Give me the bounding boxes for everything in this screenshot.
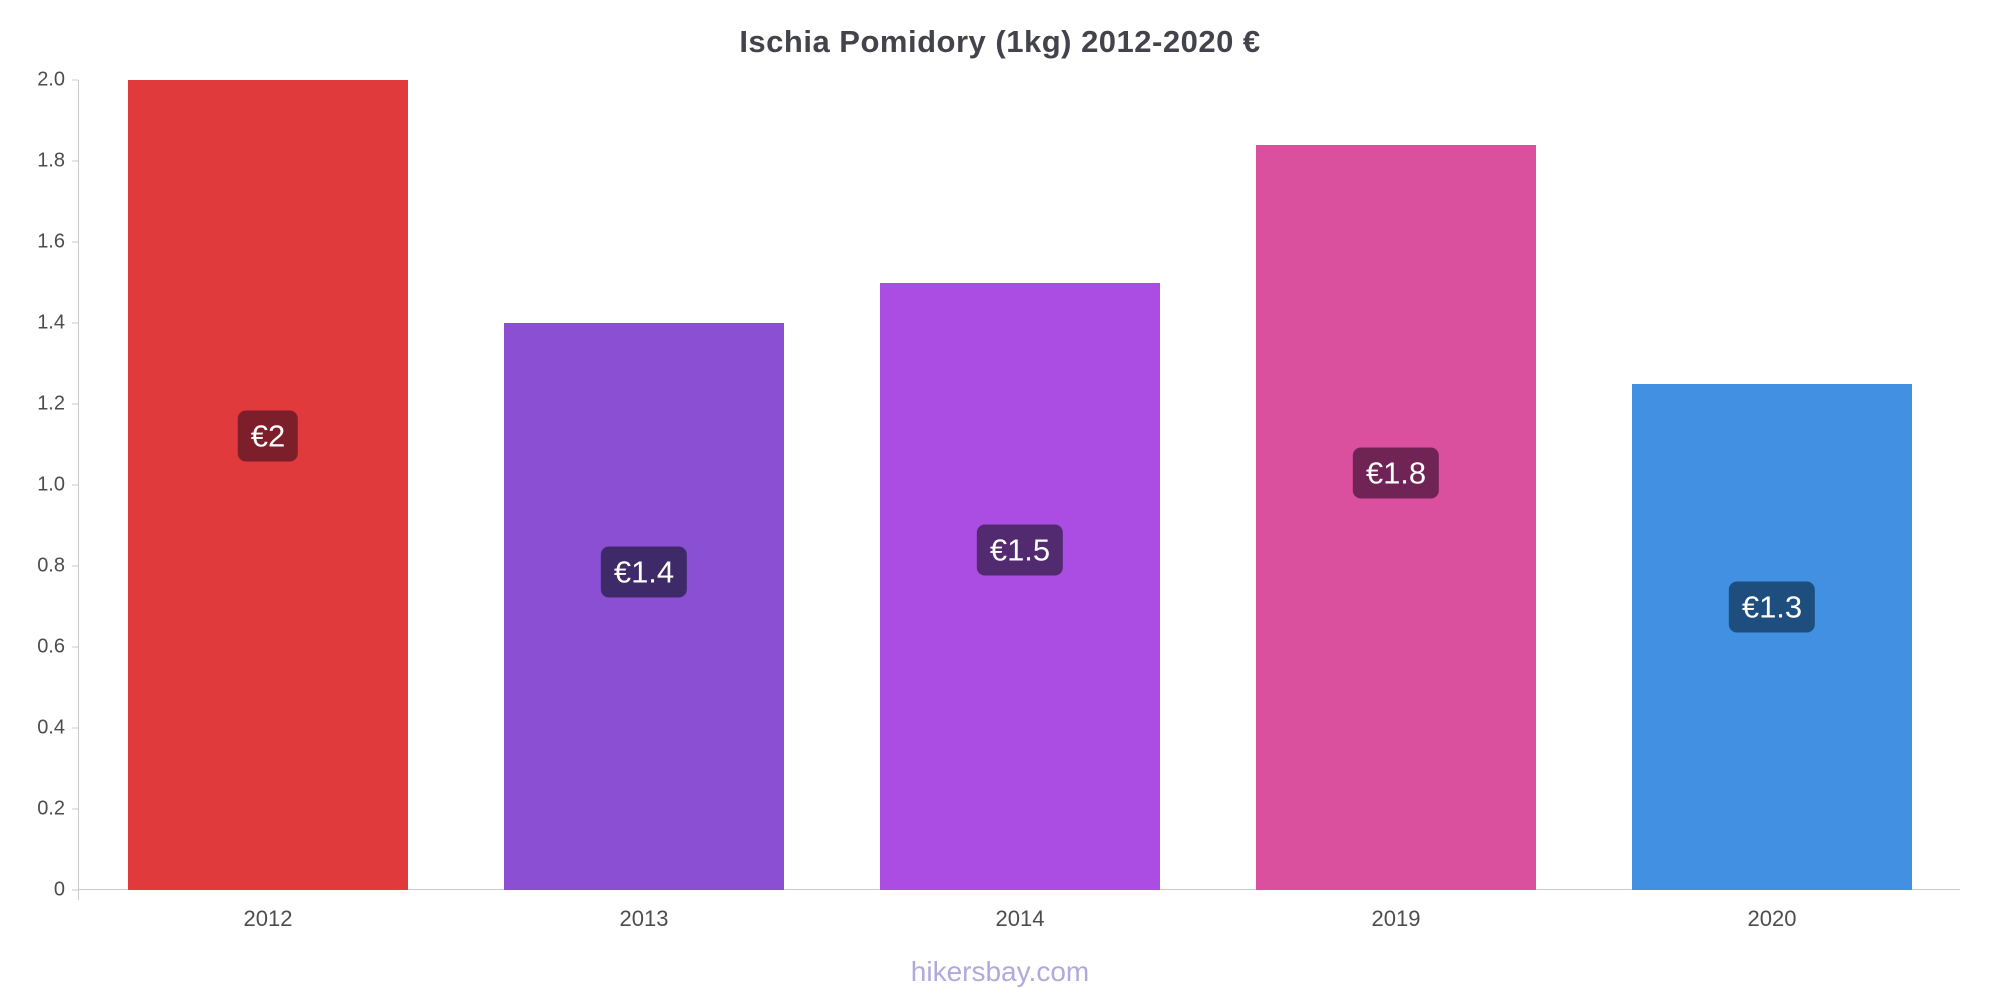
y-axis-tick-mark	[72, 808, 78, 810]
y-axis: 2.0 1.8 1.6 1.4 1.2 1.0 0.8 0.6 0.4 0.2 0	[0, 69, 78, 901]
y-axis-tick-label: 0	[53, 878, 65, 901]
bar-group: €1.4 2013	[504, 80, 784, 931]
y-axis-line	[78, 80, 79, 900]
bar: €1.8	[1256, 144, 1536, 890]
bar-value-badge: €1.8	[1352, 447, 1440, 499]
y-axis-tick-mark	[72, 160, 78, 162]
bar-group: €1.5 2014	[880, 80, 1160, 931]
y-axis-tick-label: 0.6	[37, 635, 65, 658]
y-axis-tick-mark	[72, 727, 78, 729]
y-axis-tick-mark	[72, 565, 78, 567]
bar: €1.5	[880, 282, 1160, 890]
bar-group: €1.8 2019	[1256, 80, 1536, 931]
chart-title: Ischia Pomidory (1kg) 2012-2020 €	[739, 24, 1261, 59]
x-axis-category-label: 2014	[995, 906, 1045, 931]
bar-value-badge: €2	[237, 410, 299, 462]
y-axis-tick-mark	[72, 241, 78, 243]
y-axis-tick-mark	[72, 403, 78, 405]
y-axis-tick-label: 0.2	[37, 797, 65, 820]
y-axis-tick-label: 0.4	[37, 716, 65, 739]
y-axis-tick-label: 1.6	[37, 230, 65, 253]
bar-value-badge: €1.4	[600, 546, 688, 598]
bar-group: €2 2012	[128, 80, 408, 931]
y-axis-tick-label: 1.2	[37, 392, 65, 415]
bar-value-badge: €1.3	[1728, 581, 1816, 632]
plot-area: €2 2012 €1.4 2013 €1.5 2014 €1.8 2019 €1…	[80, 80, 1960, 931]
y-axis-tick-label: 1.0	[37, 473, 65, 496]
bar: €2	[128, 80, 408, 890]
y-axis-tick-mark	[72, 322, 78, 324]
y-axis-tick-mark	[72, 889, 78, 891]
x-axis-category-label: 2019	[1371, 906, 1421, 931]
footer-link[interactable]: hikersbay.com	[910, 956, 1090, 987]
x-axis-category-label: 2013	[619, 906, 669, 931]
bar-group: €1.3 2020	[1632, 80, 1912, 931]
bar: €1.3	[1632, 383, 1912, 890]
x-axis-category-label: 2012	[243, 906, 293, 931]
y-axis-tick-mark	[72, 484, 78, 486]
bar-value-badge: €1.5	[976, 524, 1064, 576]
y-axis-tick-label: 0.8	[37, 554, 65, 577]
y-axis-tick-label: 2.0	[37, 68, 65, 91]
y-axis-tick-label: 1.4	[37, 311, 65, 334]
plot-wrap: €2 2012 €1.4 2013 €1.5 2014 €1.8 2019 €1…	[78, 80, 1960, 931]
x-axis-category-label: 2020	[1747, 906, 1797, 931]
y-axis-tick-label: 1.8	[37, 149, 65, 172]
y-axis-tick-mark	[72, 79, 78, 81]
bar: €1.4	[504, 323, 784, 890]
y-axis-tick-mark	[72, 646, 78, 648]
